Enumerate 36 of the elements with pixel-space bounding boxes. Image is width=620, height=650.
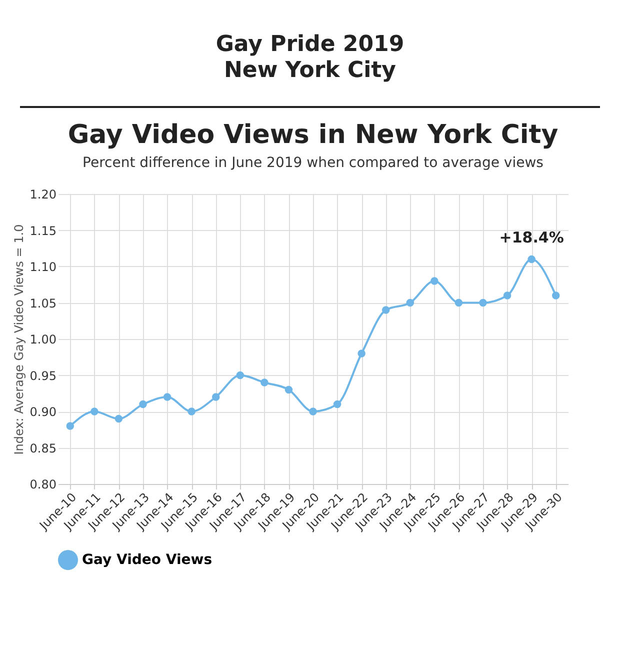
chart-subtitle: Percent difference in June 2019 when compared to average views xyxy=(82,155,544,171)
chart-title: Gay Video Views in New York City xyxy=(68,120,558,150)
y-tick-label: 0.95 xyxy=(30,368,56,383)
text: Gay Pride 2019 New York City xyxy=(214,31,406,85)
point xyxy=(382,306,390,314)
point xyxy=(333,400,342,408)
point xyxy=(528,255,536,264)
legend-label: Gay Video Views xyxy=(82,552,212,568)
point xyxy=(430,277,438,285)
y-tick-label: 1.00 xyxy=(30,332,56,346)
point xyxy=(212,393,220,401)
annotation: +18.4% xyxy=(499,228,564,246)
y-tick-label: 0.90 xyxy=(30,405,56,419)
point xyxy=(66,422,74,430)
point xyxy=(163,393,172,401)
point xyxy=(406,298,414,307)
y-tick-label: 1.05 xyxy=(30,296,56,310)
y-tick-label: 1.10 xyxy=(30,260,56,274)
point xyxy=(358,350,366,358)
point xyxy=(284,386,293,394)
point xyxy=(188,408,196,416)
y-tick-label: 1.15 xyxy=(30,224,56,238)
point xyxy=(90,408,98,416)
point xyxy=(114,414,123,423)
y-tick-label: 0.80 xyxy=(30,478,56,492)
point xyxy=(309,408,317,416)
point xyxy=(236,371,244,380)
point xyxy=(454,298,463,307)
point xyxy=(260,378,268,386)
point xyxy=(503,292,512,300)
point xyxy=(139,400,147,408)
y-axis-title: Index: Average Gay Video Views = 1.0 xyxy=(12,224,26,455)
point xyxy=(479,298,487,307)
y-tick-label: 0.85 xyxy=(30,441,56,456)
y-tick-label: 1.20 xyxy=(30,188,56,202)
point xyxy=(552,292,560,300)
